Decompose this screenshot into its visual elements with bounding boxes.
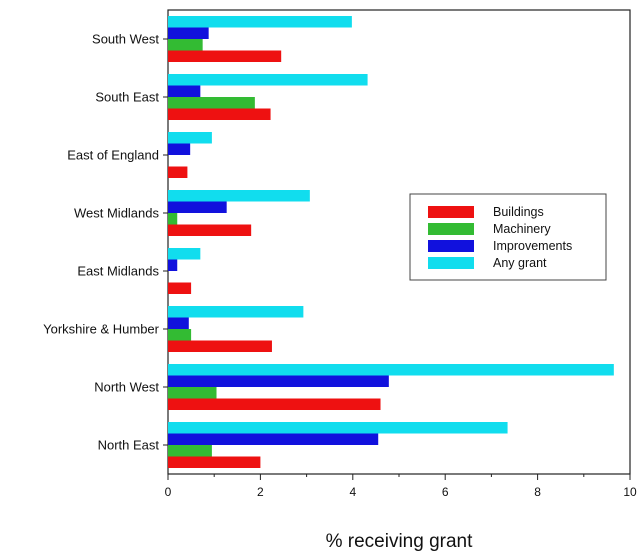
legend-label-machinery: Machinery	[493, 222, 551, 236]
x-axis-title: % receiving grant	[326, 531, 474, 552]
bar-east-midlands-improvements	[168, 259, 178, 271]
category-axis: North East North West Yorkshire & Humber Ea…	[43, 32, 168, 453]
legend-swatch-any-grant	[428, 257, 474, 269]
bar-south-west-machinery	[168, 39, 203, 51]
x-tick-label: 4	[349, 485, 356, 499]
category-label-north-west: North West	[94, 380, 159, 395]
bar-north-east-improvements	[168, 433, 379, 445]
bar-west-midlands-machinery	[168, 213, 178, 225]
bar-north-west-buildings	[168, 398, 381, 410]
bar-south-east-buildings	[168, 108, 271, 120]
x-tick-label: 10	[623, 485, 637, 499]
bar-yorkshire-and-humber-improvements	[168, 317, 189, 329]
bars-layer	[168, 16, 614, 468]
bar-north-west-improvements	[168, 375, 389, 387]
bar-west-midlands-buildings	[168, 224, 252, 236]
bar-south-west-any-grant	[168, 16, 352, 28]
category-label-east-of-england: East of England	[67, 148, 159, 163]
legend-swatch-machinery	[428, 223, 474, 235]
bar-north-east-any-grant	[168, 422, 508, 434]
bar-north-west-any-grant	[168, 364, 614, 376]
category-label-west-midlands: West Midlands	[74, 206, 160, 221]
bar-north-east-machinery	[168, 445, 212, 457]
legend-label-improvements: Improvements	[493, 239, 572, 253]
x-tick-label: 8	[534, 485, 541, 499]
legend-label-buildings: Buildings	[493, 205, 544, 219]
bar-south-east-improvements	[168, 85, 201, 97]
bar-west-midlands-any-grant	[168, 190, 310, 202]
legend: Buildings Machinery Improvements Any grant	[409, 193, 607, 281]
x-tick-label: 0	[165, 485, 172, 499]
bar-east-midlands-any-grant	[168, 248, 201, 260]
x-axis: 0 2 4 6 8 10	[165, 474, 637, 499]
category-label-south-east: South East	[95, 90, 159, 105]
bar-east-of-england-any-grant	[168, 132, 212, 144]
bar-north-west-machinery	[168, 387, 217, 399]
legend-swatch-buildings	[428, 206, 474, 218]
category-label-north-east: North East	[98, 438, 160, 453]
bar-yorkshire-and-humber-buildings	[168, 340, 272, 352]
bar-south-west-improvements	[168, 27, 209, 39]
bar-south-east-any-grant	[168, 74, 368, 86]
category-label-yorkshire-and-humber: Yorkshire & Humber	[43, 322, 160, 337]
bar-east-of-england-buildings	[168, 166, 188, 178]
bar-south-west-buildings	[168, 50, 282, 62]
bar-east-midlands-buildings	[168, 282, 192, 294]
bar-east-of-england-improvements	[168, 143, 191, 155]
legend-swatch-improvements	[428, 240, 474, 252]
x-tick-label: 2	[257, 485, 264, 499]
bar-yorkshire-and-humber-machinery	[168, 329, 192, 341]
bar-south-east-machinery	[168, 97, 255, 109]
bar-north-east-buildings	[168, 456, 261, 468]
bar-west-midlands-improvements	[168, 201, 227, 213]
bar-yorkshire-and-humber-any-grant	[168, 306, 304, 318]
x-tick-label: 6	[442, 485, 449, 499]
legend-label-any-grant: Any grant	[493, 256, 547, 270]
category-label-east-midlands: East Midlands	[77, 264, 159, 279]
category-label-south-west: South West	[92, 32, 159, 47]
